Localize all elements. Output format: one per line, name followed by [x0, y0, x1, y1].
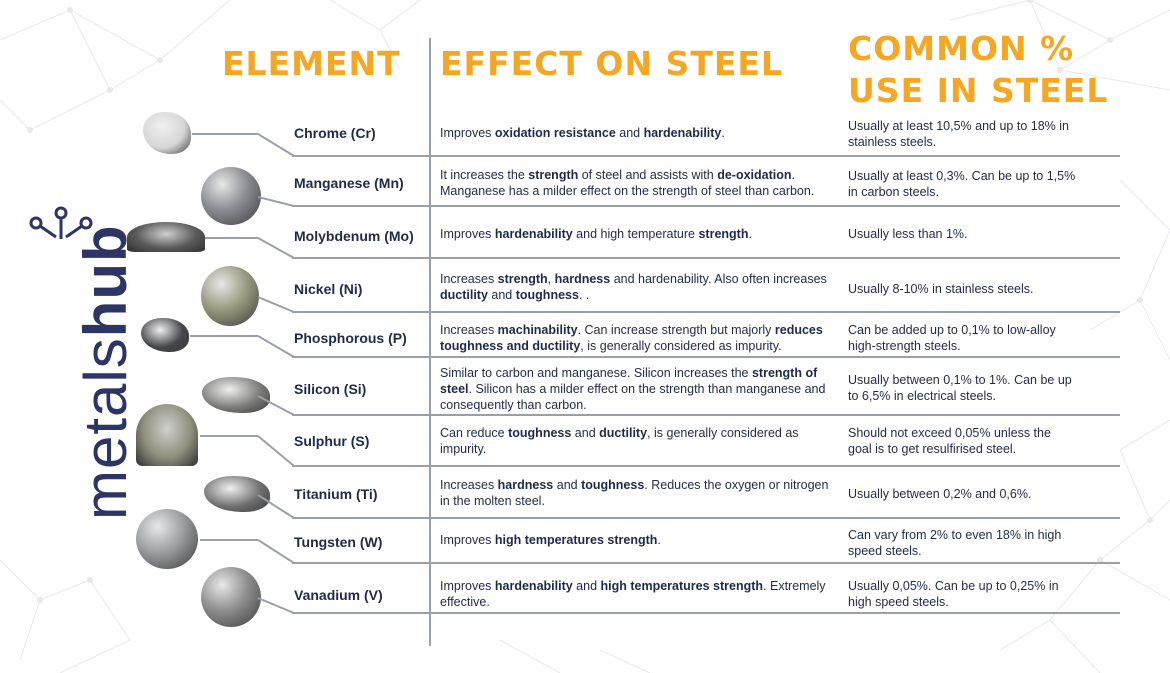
molybdenum-common-use-text: Usually less than 1%. [848, 227, 968, 241]
tungsten-connector-diagonal [258, 539, 295, 564]
manganese-row-separator [292, 205, 1120, 207]
header-effect: EFFECT ON STEEL [440, 44, 783, 83]
manganese-common-use-text: Usually at least 0,3%. Can be up to 1,5%… [848, 169, 1076, 199]
phosphorous-row-separator [292, 356, 1120, 358]
phosphorous-effect-text: Increases machinability. Can increase st… [440, 323, 823, 353]
tungsten-row-separator [292, 562, 1120, 564]
titanium-effect-text: Increases hardness and toughness. Reduce… [440, 478, 829, 508]
vanadium-effect-text: Improves hardenability and high temperat… [440, 579, 826, 609]
logo-molecule-icon [29, 206, 93, 239]
chrome-connector-line [192, 133, 258, 135]
nickel-effect-text: Increases strength, hardness and hardena… [440, 272, 827, 302]
titanium-connector-diagonal [258, 494, 295, 519]
vanadium-mineral-image [201, 567, 261, 627]
molybdenum-row-separator [292, 257, 1120, 259]
chrome-common-use-text: Usually at least 10,5% and up to 18% in … [848, 119, 1069, 149]
phosphorous-connector-line [190, 335, 258, 337]
nickel-common-use-text: Usually 8-10% in stainless steels. [848, 282, 1034, 296]
chrome-connector-diagonal [258, 133, 295, 157]
tungsten-common-use-text: Can vary from 2% to even 18% in high spe… [848, 528, 1062, 558]
silicon-common-use-text: Usually between 0,1% to 1%. Can be up to… [848, 373, 1072, 403]
molybdenum-connector-line [205, 237, 258, 239]
sulphur-element-name: Sulphur (S) [294, 433, 370, 449]
logo-word-light: metals [72, 337, 139, 520]
silicon-effect-text: Similar to carbon and manganese. Silicon… [440, 366, 826, 412]
manganese-connector-diagonal [258, 196, 295, 207]
manganese-effect-text: It increases the strength of steel and a… [440, 168, 815, 198]
silicon-row-separator [292, 414, 1120, 416]
phosphorous-connector-diagonal [258, 335, 295, 358]
vanadium-row-separator [292, 612, 1120, 614]
logo-wordmark: metalshub [72, 224, 139, 520]
header-common-line1: COMMON % [848, 29, 1075, 68]
titanium-row-separator [292, 517, 1120, 519]
chrome-effect-text: Improves oxidation resistance and harden… [440, 126, 725, 140]
header-common-use: COMMON % USE IN STEEL [848, 28, 1168, 112]
sulphur-row-separator [292, 465, 1120, 467]
column-divider [429, 38, 431, 646]
silicon-element-name: Silicon (Si) [294, 381, 367, 397]
molybdenum-connector-diagonal [258, 237, 295, 259]
molybdenum-element-name: Molybdenum (Mo) [294, 228, 414, 244]
phosphorous-mineral-image [141, 318, 189, 352]
manganese-mineral-image [201, 167, 261, 225]
nickel-connector-diagonal [258, 296, 295, 313]
sulphur-mineral-image [136, 404, 198, 466]
chrome-mineral-image [143, 112, 191, 154]
manganese-element-name: Manganese (Mn) [294, 175, 404, 191]
titanium-common-use-text: Usually between 0,2% and 0,6%. [848, 487, 1032, 501]
nickel-element-name: Nickel (Ni) [294, 281, 363, 297]
chrome-element-name: Chrome (Cr) [294, 125, 376, 141]
vanadium-common-use-text: Usually 0,05%. Can be up to 0,25% in hig… [848, 579, 1059, 609]
nickel-mineral-image [201, 266, 259, 326]
tungsten-connector-line [200, 539, 258, 541]
tungsten-element-name: Tungsten (W) [294, 534, 383, 550]
header-element: ELEMENT [222, 44, 401, 83]
sulphur-connector-line [200, 435, 258, 437]
nickel-row-separator [292, 311, 1120, 313]
tungsten-effect-text: Improves high temperatures strength. [440, 533, 661, 547]
sulphur-effect-text: Can reduce toughness and ductility, is g… [440, 426, 799, 456]
silicon-mineral-image [202, 377, 270, 413]
titanium-mineral-image [204, 476, 270, 512]
vanadium-connector-diagonal [258, 597, 295, 614]
phosphorous-element-name: Phosphorous (P) [294, 330, 407, 346]
vanadium-element-name: Vanadium (V) [294, 587, 383, 603]
chrome-row-separator [292, 155, 1120, 157]
tungsten-mineral-image [136, 509, 198, 569]
phosphorous-common-use-text: Can be added up to 0,1% to low-alloy hig… [848, 323, 1056, 353]
silicon-connector-diagonal [258, 395, 295, 416]
titanium-element-name: Titanium (Ti) [294, 486, 378, 502]
sulphur-common-use-text: Should not exceed 0,05% unless the goal … [848, 426, 1051, 456]
molybdenum-mineral-image [127, 222, 205, 252]
header-common-line2: USE IN STEEL [848, 71, 1109, 110]
sulphur-connector-diagonal [258, 435, 295, 467]
molybdenum-effect-text: Improves hardenability and high temperat… [440, 227, 752, 241]
metalshub-logo [20, 205, 100, 525]
